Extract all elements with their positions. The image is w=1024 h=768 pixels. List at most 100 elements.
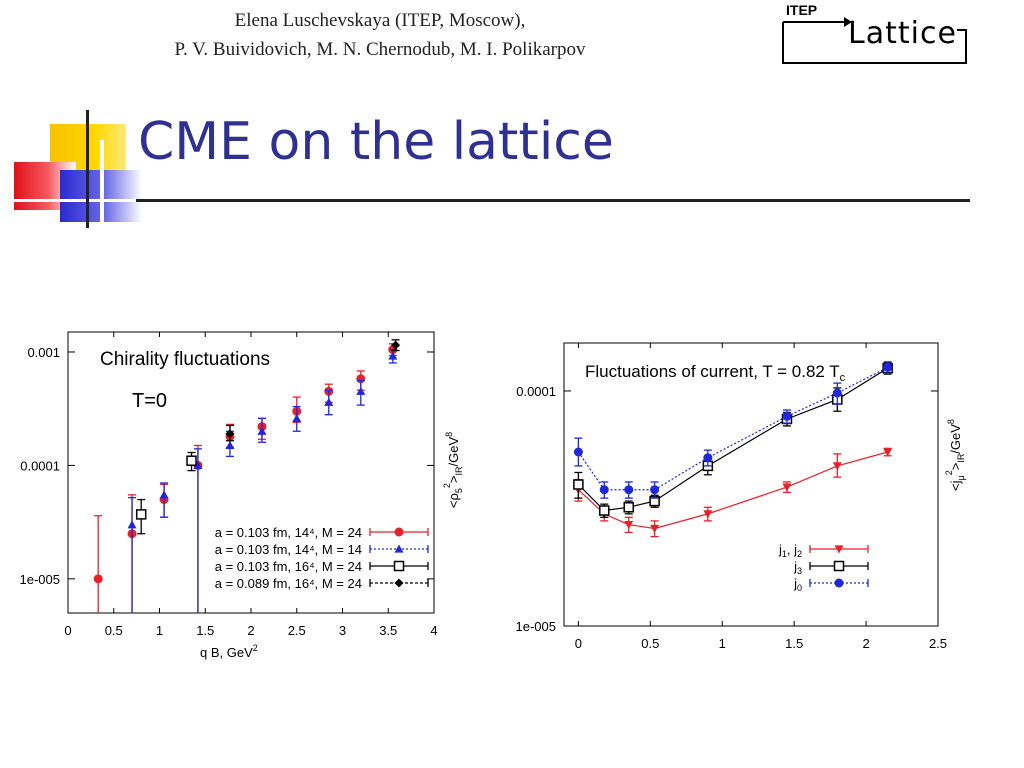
data-point-1-3: [225, 440, 235, 450]
y-axis-label-tail-sub: IR: [454, 466, 464, 476]
y-axis-label-sub: 5: [454, 488, 464, 493]
title-rule: [136, 199, 970, 202]
slide-title: CME on the lattice: [138, 112, 614, 172]
y-axis-label-unit-sup: 8: [946, 419, 956, 424]
x-tick-label-2: 1: [156, 623, 163, 638]
legend-label-2-main: j: [793, 576, 797, 591]
data-point-2-1: [599, 485, 609, 495]
data-point-2-1: [186, 455, 197, 466]
series-1: [573, 361, 893, 518]
x-tick-label-6: 3: [339, 623, 346, 638]
legend-label-1-main: j: [793, 559, 797, 574]
x-tick-label-0: 0: [64, 623, 71, 638]
legend-label-0-main: j: [778, 542, 782, 557]
chart-title-sub: c: [840, 372, 846, 384]
logo-frame: [782, 17, 967, 64]
legend-label-1-sub: 3: [797, 566, 802, 576]
legend-label-1: a = 0.103 fm, 14⁴, M = 14: [215, 542, 362, 557]
y-axis-label-unit: /GeV: [446, 437, 461, 467]
authors-line-2: P. V. Buividovich, M. N. Chernodub, M. I…: [174, 39, 586, 60]
data-point-0-7: [883, 448, 893, 457]
legend-label-0: a = 0.103 fm, 14⁴, M = 24: [215, 525, 362, 540]
data-point-0-6: [832, 462, 842, 471]
legend-marker-1: [833, 560, 845, 572]
decor-vertical-bar: [86, 110, 89, 228]
legend-label-2: a = 0.103 fm, 16⁴, M = 24: [215, 559, 362, 574]
series-2: [573, 361, 893, 499]
y-tick-label-1: 1e-005: [516, 619, 556, 634]
x-tick-label-0: 0: [575, 636, 582, 651]
chart-annotation: T=0: [132, 390, 167, 412]
logo-lattice-text: Lattice: [848, 16, 957, 51]
legend-label-0-mid: , j: [787, 542, 797, 557]
x-tick-label-8: 4: [430, 623, 437, 638]
x-tick-label-5: 2.5: [288, 623, 306, 638]
legend-marker-2: [393, 560, 405, 572]
y-axis-label-main: <j: [948, 480, 963, 491]
x-tick-label-4: 2: [247, 623, 254, 638]
y-axis-label: <jμ2>IR/GeV8: [944, 419, 966, 491]
data-point-0-0: [93, 574, 103, 584]
chart-title: Fluctuations of current, T = 0.82 Tc: [585, 362, 846, 384]
series-1: [127, 348, 398, 613]
y-axis-label-sup: 2: [944, 470, 954, 475]
data-point-3-1: [391, 340, 401, 350]
y-axis-label-tail: >: [948, 463, 963, 471]
data-point-1-2: [623, 502, 634, 513]
data-point-2-0: [573, 447, 583, 457]
authors-line-1: Elena Luschevskaya (ITEP, Moscow),: [234, 10, 526, 31]
legend-label-2: j0: [793, 576, 802, 593]
legend: j1, j2 j3 j0: [778, 542, 869, 593]
data-point-2-5: [782, 411, 792, 421]
data-point-1-5: [292, 413, 302, 422]
legend-marker-1: [394, 544, 404, 553]
data-point-1-4: [257, 426, 267, 435]
data-point-1-1: [159, 490, 169, 499]
y-axis-label-sup: 2: [442, 483, 452, 488]
data-point-0-4: [703, 510, 713, 519]
data-point-1-7: [356, 386, 366, 395]
legend: a = 0.103 fm, 14⁴, M = 24 a = 0.103 fm, …: [215, 525, 429, 591]
logo-itep-text: ITEP: [786, 2, 818, 18]
data-point-0-2: [624, 521, 634, 530]
x-tick-label-3: 1.5: [196, 623, 214, 638]
x-axis-label-sup: 2: [253, 643, 258, 653]
itep-lattice-logo: ITEP Lattice: [782, 2, 970, 64]
legend-marker-0: [394, 527, 404, 537]
x-axis-label: q B, GeV2: [200, 643, 258, 660]
data-point-0-5: [782, 483, 792, 492]
legend-marker-0: [834, 545, 844, 554]
x-tick-label-2: 1: [719, 636, 726, 651]
decor-white-line-h: [14, 199, 144, 202]
logo-bracket: [782, 22, 967, 64]
series-3: [225, 339, 401, 442]
logo-arrow-head: [844, 17, 852, 27]
x-tick-label-3: 1.5: [785, 636, 803, 651]
legend-label-0-sub: 1: [782, 549, 787, 559]
data-point-1-1: [599, 505, 610, 516]
y-tick-label-1: 0.0001: [20, 458, 60, 473]
data-point-1-0: [127, 520, 137, 529]
y-axis-label-tail: >: [446, 476, 461, 484]
y-axis-label-unit-sup: 8: [444, 432, 454, 437]
data-point-1-8: [388, 351, 398, 360]
chirality-fluctuations-chart: 0 0.5 1 1.5 2 2.5 3 3.5 4 0.001 0.0001 1e-005 Chira…: [20, 331, 464, 660]
data-point-1-6: [324, 397, 334, 406]
data-point-3-0: [225, 429, 235, 439]
legend-label-3: a = 0.089 fm, 16⁴, M = 24: [215, 576, 362, 591]
y-axis-label-tail-sub: IR: [956, 453, 966, 463]
current-fluctuations-chart: 0 0.5 1 1.5 2 2.5 0.0001 1e-005 Fluctuations of…: [516, 342, 966, 651]
data-point-2-4: [703, 453, 713, 463]
authors: Elena Luschevskaya (ITEP, Moscow), P. V.…: [0, 6, 760, 64]
x-tick-label-1: 0.5: [105, 623, 123, 638]
data-point-2-7: [883, 362, 893, 372]
data-point-1-0: [573, 479, 584, 490]
x-tick-label-5: 2.5: [929, 636, 947, 651]
x-tick-label-7: 3.5: [379, 623, 397, 638]
data-point-2-0: [135, 509, 147, 520]
legend-label-0: j1, j2: [778, 542, 802, 559]
y-axis-label-main: <ρ: [446, 493, 461, 508]
x-tick-label-4: 2: [862, 636, 869, 651]
data-point-2-6: [832, 388, 842, 398]
chart-title: Chirality fluctuations: [100, 349, 270, 370]
